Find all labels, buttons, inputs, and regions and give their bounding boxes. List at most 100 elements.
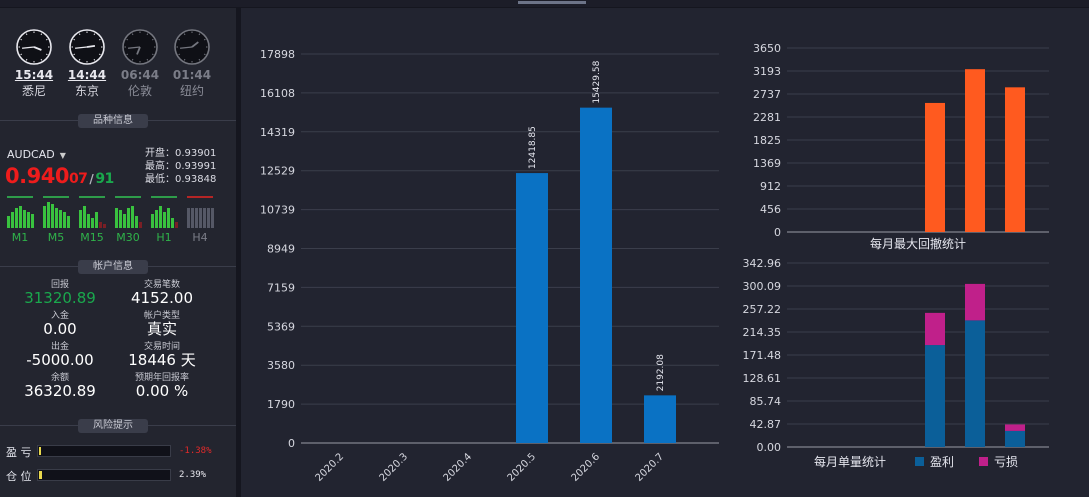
clock-1: 14:44 东京 xyxy=(65,28,109,99)
clock-city: 伦敦 xyxy=(127,84,152,98)
monthly-return-chart: 0 1790 3580 5369 7159 8949 10739 12529 14319 1610… xyxy=(260,48,719,484)
return-bar-value-label: 15429.58 xyxy=(592,60,602,103)
account-info-header: 帐户信息 xyxy=(0,260,236,274)
return-chart-tick-label: 1790 xyxy=(267,398,295,411)
profit-bar[interactable] xyxy=(1005,430,1025,447)
legend-swatch xyxy=(915,457,924,466)
price-fraction: 07 xyxy=(68,171,88,187)
drawdown-chart-tick-label: 0 xyxy=(774,226,781,239)
timeframe-label: H1 xyxy=(156,231,172,244)
volume-chart-title: 每月单量统计 xyxy=(814,454,886,469)
timeframe-label: M1 xyxy=(11,231,29,244)
drawdown-bar[interactable] xyxy=(925,102,945,233)
return-bar-value-label: 12418.85 xyxy=(528,126,538,169)
return-chart-tick-label: 8949 xyxy=(267,243,295,256)
account-field: 入金 0.00 xyxy=(10,311,110,338)
dropdown-caret-icon[interactable]: ▼ xyxy=(59,151,66,160)
open-value: 0.93901 xyxy=(175,148,217,159)
risk-bar xyxy=(37,469,171,481)
price-spread: 91 xyxy=(95,171,114,187)
timeframe-m15[interactable]: M15 xyxy=(79,196,109,244)
risk-value: 2.39% xyxy=(179,470,207,480)
drawdown-chart-tick-label: 912 xyxy=(760,180,781,193)
timeframe-m5[interactable]: M5 xyxy=(43,196,73,244)
return-bar[interactable] xyxy=(580,107,612,443)
symbol-selector[interactable]: AUDCAD ▼ xyxy=(7,148,66,161)
drawdown-chart-tick-label: 2281 xyxy=(753,111,781,124)
volume-chart-tick-label: 85.74 xyxy=(750,395,782,408)
return-chart-category-label: 2020.5 xyxy=(506,451,539,484)
account-field: 交易笔数 4152.00 xyxy=(112,280,212,307)
drawdown-chart-title: 每月最大回撤统计 xyxy=(870,236,966,251)
return-bar-value-label: 2192.08 xyxy=(656,354,666,391)
open-label: 开盘： xyxy=(145,148,175,159)
clock-city: 东京 xyxy=(74,84,99,98)
clock-time: 01:44 xyxy=(172,68,212,82)
account-field-value: 31320.89 xyxy=(24,289,96,307)
account-field-label: 出金 xyxy=(50,342,69,352)
timeframe-h4[interactable]: H4 xyxy=(187,196,217,244)
symbol-name: AUDCAD xyxy=(7,148,55,161)
risk-bar-fill xyxy=(39,447,41,455)
return-bar[interactable] xyxy=(644,395,676,443)
timeframe-label: M5 xyxy=(47,231,65,244)
account-info-title: 帐户信息 xyxy=(78,260,148,274)
drawdown-chart-tick-label: 1369 xyxy=(753,157,781,170)
account-field-value: 真实 xyxy=(146,320,177,338)
clock-time: 06:44 xyxy=(120,68,160,82)
account-field-value: 4152.00 xyxy=(130,289,194,307)
charts-svg: 0 1790 3580 5369 7159 8949 10739 12529 14319 1610… xyxy=(260,42,1049,484)
return-chart-tick-label: 17898 xyxy=(260,48,295,61)
clock-face-icon xyxy=(174,29,210,65)
risk-title: 风险提示 xyxy=(78,419,148,433)
clock-face-icon xyxy=(122,29,158,65)
volume-chart-tick-label: 257.22 xyxy=(743,303,782,316)
profit-bar[interactable] xyxy=(925,345,945,447)
account-field-value: 0.00 % xyxy=(135,382,189,400)
volume-chart-tick-label: 0.00 xyxy=(757,441,782,454)
legend-label: 亏损 xyxy=(994,455,1018,469)
return-bar[interactable] xyxy=(516,173,548,444)
timeframe-m1[interactable]: M1 xyxy=(7,196,37,244)
account-field: 余额 36320.89 xyxy=(10,373,110,400)
account-field: 交易时间 18446 天 xyxy=(112,342,212,369)
account-field-label: 交易时间 xyxy=(143,342,180,352)
price-separator: / xyxy=(89,172,94,186)
return-chart-category-label: 2020.2 xyxy=(314,451,347,484)
account-field-label: 帐户类型 xyxy=(143,311,180,321)
symbol-info-header: 品种信息 xyxy=(0,114,236,128)
tab-indicator[interactable] xyxy=(518,1,586,4)
low-label: 最低： xyxy=(145,174,175,185)
symbol-info-title: 品种信息 xyxy=(78,114,148,128)
drawdown-chart: 0 456 912 1369 1825 2281 2737 3193 3650 每月最大回撤统计 xyxy=(753,42,1049,251)
risk-bar-fill xyxy=(39,471,43,479)
loss-bar[interactable] xyxy=(1005,424,1025,431)
return-chart-category-label: 2020.4 xyxy=(442,451,475,484)
clock-city: 悉尼 xyxy=(21,84,46,98)
drawdown-chart-tick-label: 456 xyxy=(760,203,781,216)
loss-bar[interactable] xyxy=(965,283,985,321)
volume-chart-tick-label: 214.35 xyxy=(743,326,782,339)
return-chart-tick-label: 10739 xyxy=(260,204,295,217)
clock-time: 14:44 xyxy=(67,68,107,82)
account-field-value: 36320.89 xyxy=(24,382,96,400)
timeframe-h1[interactable]: H1 xyxy=(151,196,181,244)
drawdown-bar[interactable] xyxy=(1005,87,1025,232)
account-field-label: 入金 xyxy=(50,311,69,321)
profit-bar[interactable] xyxy=(965,320,985,447)
timeframe-m30[interactable]: M30 xyxy=(115,196,145,244)
clock-time: 15:44 xyxy=(14,68,54,82)
clock-face-icon xyxy=(16,29,52,65)
account-field-value: 18446 天 xyxy=(128,351,196,369)
legend-swatch xyxy=(979,457,988,466)
return-chart-tick-label: 14319 xyxy=(260,126,295,139)
price-main: 0.940 xyxy=(5,164,69,188)
drawdown-bar[interactable] xyxy=(965,69,985,232)
legend-label: 盈利 xyxy=(930,455,954,469)
account-field-label: 预期年回报率 xyxy=(134,373,189,383)
risk-value: -1.38% xyxy=(179,446,212,456)
loss-bar[interactable] xyxy=(925,312,945,346)
volume-chart-tick-label: 42.87 xyxy=(750,418,782,431)
ohl-block: 开盘：0.93901 最高：0.93991 最低：0.93848 xyxy=(145,147,216,186)
account-field-value: 0.00 xyxy=(43,320,77,338)
